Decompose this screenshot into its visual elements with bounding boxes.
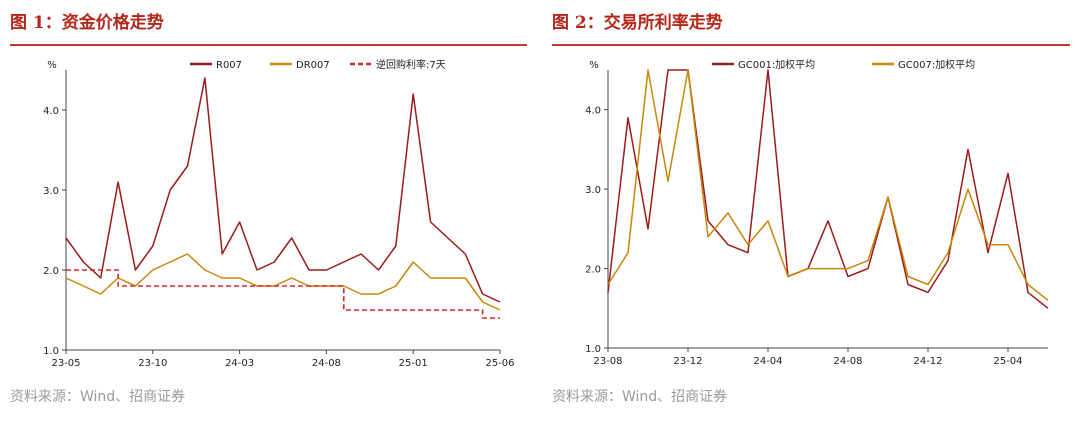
series-line xyxy=(65,77,501,303)
y-tick-label: 4.0 xyxy=(585,106,601,117)
x-tick-label: 23-08 xyxy=(593,356,622,367)
x-tick-label: 23-05 xyxy=(51,358,80,369)
figure-1: 图 1：资金价格走势 % 1.0 2.0 3.0 4.0 23-05 23-10 24-03 2… xyxy=(10,0,527,422)
y-tick-label: 4.0 xyxy=(43,106,59,117)
legend-label: DR007 xyxy=(296,60,330,71)
x-tick-label: 25-04 xyxy=(993,356,1022,367)
source-note: 资料来源：Wind、招商证券 xyxy=(10,389,186,405)
series-line xyxy=(66,269,500,319)
line-chart: % 1.0 2.0 3.0 4.0 23-08 23-12 24-04 24-08 24-12 25… xyxy=(585,58,1049,367)
y-axis-label: % xyxy=(47,60,57,71)
y-tick-label: 3.0 xyxy=(585,185,601,196)
x-tick-label: 24-12 xyxy=(913,356,942,367)
title-rule xyxy=(10,44,527,46)
x-tick-label: 24-04 xyxy=(753,356,782,367)
figure-2: 图 2：交易所利率走势 % 1.0 2.0 3.0 4.0 23-08 23-12 24-04… xyxy=(552,0,1070,422)
figure-title: 图 1：资金价格走势 xyxy=(10,13,164,33)
y-tick-label: 1.0 xyxy=(585,344,601,355)
series-line xyxy=(607,69,1049,309)
x-tick-label: 24-08 xyxy=(833,356,862,367)
y-tick-label: 1.0 xyxy=(43,346,59,357)
source-note: 资料来源：Wind、招商证券 xyxy=(552,389,728,405)
legend-label: 逆回购利率:7天 xyxy=(376,58,446,71)
y-tick-label: 3.0 xyxy=(43,186,59,197)
series-line xyxy=(65,253,501,311)
y-tick-label: 2.0 xyxy=(585,265,601,276)
x-tick-label: 24-03 xyxy=(225,358,254,369)
legend-label: GC007:加权平均 xyxy=(898,58,975,71)
legend-label: R007 xyxy=(216,60,242,71)
x-tick-label: 25-01 xyxy=(399,358,428,369)
x-tick-label: 23-12 xyxy=(673,356,702,367)
y-tick-label: 2.0 xyxy=(43,266,59,277)
x-tick-label: 25-06 xyxy=(485,358,514,369)
x-tick-label: 23-10 xyxy=(138,358,167,369)
x-tick-label: 24-08 xyxy=(312,358,341,369)
y-axis-label: % xyxy=(589,60,599,71)
series-line xyxy=(607,69,1049,301)
legend-label: GC001:加权平均 xyxy=(738,58,815,71)
title-rule xyxy=(552,44,1070,46)
figure-title: 图 2：交易所利率走势 xyxy=(552,13,723,33)
line-chart: % 1.0 2.0 3.0 4.0 23-05 23-10 24-03 24-08 25-01 25… xyxy=(43,58,514,369)
